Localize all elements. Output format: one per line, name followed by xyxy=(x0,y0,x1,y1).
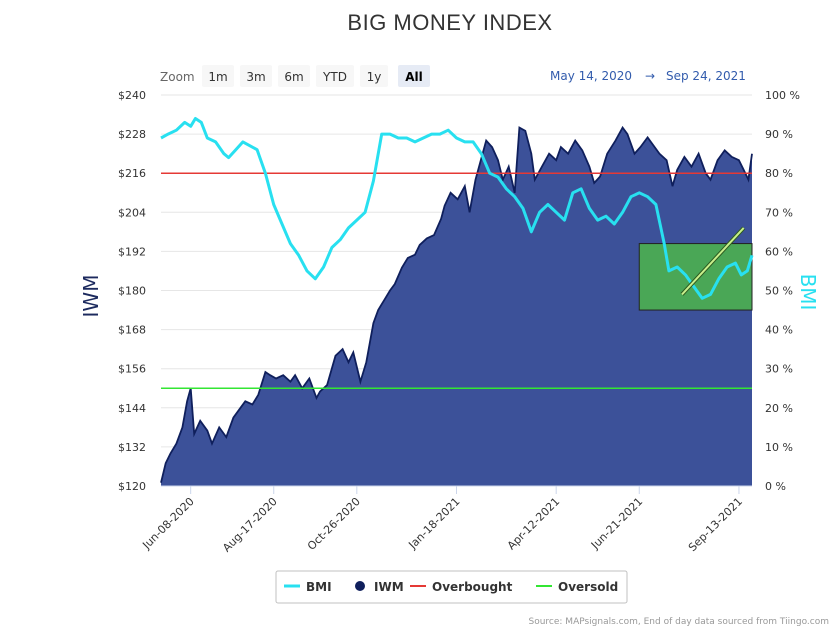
zoom-button-label: All xyxy=(405,70,423,84)
legend-swatch xyxy=(355,581,365,591)
left-tick-label: $144 xyxy=(118,402,146,415)
left-tick-label: $168 xyxy=(118,324,146,337)
right-tick-label: 20 % xyxy=(765,402,793,415)
right-tick-label: 10 % xyxy=(765,441,793,454)
x-tick-label: Jan-18-2021 xyxy=(405,495,462,552)
zoom-label: Zoom xyxy=(160,70,195,84)
zoom-button-label: 3m xyxy=(246,70,265,84)
x-tick-label: Jun-21-2021 xyxy=(588,495,645,552)
range-selector: Zoom 1m 3m 6m YTD 1y All May 14, 2020 → Sep 2… xyxy=(160,65,746,87)
left-tick-label: $228 xyxy=(118,128,146,141)
right-tick-label: 40 % xyxy=(765,324,793,337)
legend-item-bmi[interactable]: BMI xyxy=(284,580,332,594)
legend: BMI IWM Overbought Oversold xyxy=(275,570,628,604)
left-axis-title: IWM xyxy=(79,275,103,318)
range-to-date[interactable]: Sep 24, 2021 xyxy=(666,69,746,83)
right-tick-label: 90 % xyxy=(765,128,793,141)
zoom-button-6m[interactable]: 6m xyxy=(278,65,310,87)
right-tick-label: 60 % xyxy=(765,245,793,258)
zoom-button-label: 1y xyxy=(367,70,382,84)
zoom-button-label: 6m xyxy=(284,70,303,84)
legend-item-iwm[interactable]: IWM xyxy=(355,580,404,594)
x-tick-label: Oct-26-2020 xyxy=(305,495,363,553)
left-tick-label: $132 xyxy=(118,441,146,454)
trend-line xyxy=(681,227,745,296)
iwm-line xyxy=(160,125,753,483)
right-tick-label: 50 % xyxy=(765,285,793,298)
legend-label: BMI xyxy=(306,580,332,594)
zoom-button-1y[interactable]: 1y xyxy=(360,65,388,87)
right-axis-title: BMI xyxy=(796,274,820,311)
zoom-button-3m[interactable]: 3m xyxy=(240,65,272,87)
left-tick-label: $180 xyxy=(118,285,146,298)
zoom-button-label: 1m xyxy=(208,70,227,84)
left-tick-label: $216 xyxy=(118,167,146,180)
x-tick-label: Apr-12-2021 xyxy=(505,495,562,552)
left-tick-label: $192 xyxy=(118,245,146,258)
x-tick-label: Jun-08-2020 xyxy=(139,495,196,552)
zoom-button-ytd[interactable]: YTD xyxy=(316,65,354,87)
x-tick-label: Aug-17-2020 xyxy=(220,495,280,555)
left-tick-label: $156 xyxy=(118,363,146,376)
legend-item-oversold[interactable]: Oversold xyxy=(536,580,618,594)
left-tick-label: $204 xyxy=(118,206,146,219)
zoom-button-label: YTD xyxy=(322,70,347,84)
legend-box xyxy=(275,570,628,604)
right-tick-label: 70 % xyxy=(765,206,793,219)
chart-title: BIG MONEY INDEX xyxy=(347,10,552,35)
x-tick-label: Sep-13-2021 xyxy=(686,495,745,554)
zoom-button-all[interactable]: All xyxy=(398,65,430,87)
right-tick-label: 0 % xyxy=(765,480,786,493)
zoom-button-1m[interactable]: 1m xyxy=(202,65,234,87)
legend-label: Overbought xyxy=(432,580,513,594)
right-tick-label: 80 % xyxy=(765,167,793,180)
range-arrow: → xyxy=(645,69,655,83)
range-from-date[interactable]: May 14, 2020 xyxy=(550,69,632,83)
credits: Source: MAPsignals.com, End of day data … xyxy=(529,617,830,627)
legend-item-overbought[interactable]: Overbought xyxy=(410,580,513,594)
bmi-line xyxy=(160,117,754,300)
legend-label: IWM xyxy=(374,580,404,594)
legend-label: Oversold xyxy=(558,580,618,594)
left-tick-label: $120 xyxy=(118,480,146,493)
left-tick-label: $240 xyxy=(118,89,146,102)
right-tick-label: 30 % xyxy=(765,363,793,376)
right-tick-label: 100 % xyxy=(765,89,800,102)
